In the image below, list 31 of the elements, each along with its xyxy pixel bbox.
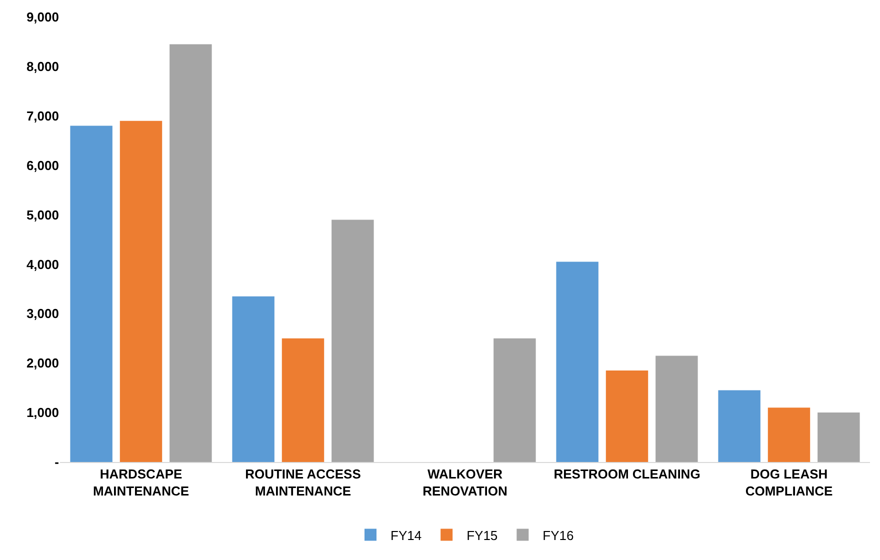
bar [282, 338, 324, 462]
y-tick-label: 1,000 [26, 405, 59, 420]
y-tick-label: 9,000 [26, 10, 59, 25]
y-tick-label: 5,000 [26, 207, 59, 222]
y-tick-label: 7,000 [26, 108, 59, 124]
legend-label: FY15 [466, 528, 498, 543]
y-tick-label: 8,000 [26, 58, 59, 74]
bar [768, 408, 810, 462]
y-tick-label: 3,000 [26, 306, 59, 322]
bar [556, 262, 598, 462]
y-tick-label: - [54, 454, 59, 470]
bar [656, 356, 698, 462]
bar [718, 390, 760, 462]
bar [332, 220, 374, 462]
x-tick-label: HARDSCAPE MAINTENANCE [92, 466, 190, 498]
x-tick-label: WALKOVER RENOVATION [422, 466, 508, 498]
bar [120, 120, 162, 462]
bar [70, 126, 112, 462]
bar [818, 412, 860, 462]
bar [232, 296, 274, 462]
bar [170, 44, 212, 462]
bar [606, 370, 648, 462]
y-tick-label: 2,000 [26, 356, 59, 371]
y-tick-label: 4,000 [26, 256, 59, 272]
legend-label: FY16 [542, 528, 574, 543]
bar [494, 338, 536, 462]
y-tick-label: 6,000 [26, 158, 59, 173]
x-tick-label: RESTROOM CLEANING [554, 466, 700, 482]
x-tick-label: DOG LEASH COMPLIANCE [745, 466, 834, 498]
x-tick-label: ROUTINE ACCESS MAINTENANCE [245, 466, 362, 498]
legend-label: FY14 [390, 528, 422, 543]
